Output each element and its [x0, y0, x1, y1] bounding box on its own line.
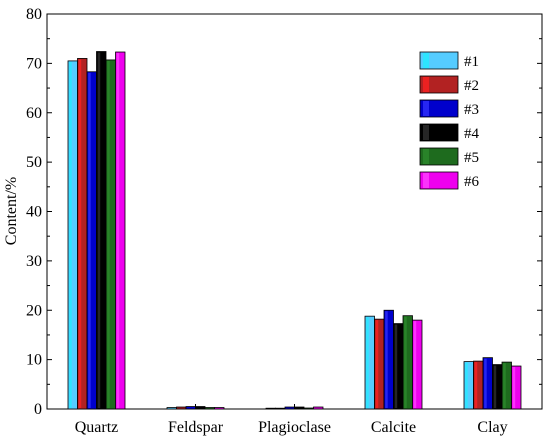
bar-highlight	[484, 358, 487, 408]
legend-swatch	[419, 171, 459, 190]
bar-s3-plagioclase	[284, 406, 295, 410]
bar-highlight	[116, 53, 120, 409]
legend: #1 #2 #3 #4 #5 #6	[419, 51, 480, 190]
legend-swatch-highlight	[423, 101, 429, 116]
x-category-label: Clay	[477, 419, 507, 436]
legend-swatch	[419, 123, 459, 142]
bar-s6-clay	[511, 365, 522, 410]
legend-label: #2	[464, 78, 479, 94]
legend-swatch-highlight	[423, 53, 429, 68]
legend-swatch-highlight	[423, 125, 429, 140]
legend-swatch	[419, 75, 459, 94]
bar-highlight	[366, 317, 369, 408]
y-tick-label: 40	[26, 204, 42, 221]
bar-s6-calcite	[412, 319, 423, 410]
bar-s2-feldspar	[176, 406, 187, 410]
y-tick-label: 50	[26, 154, 42, 171]
bar-highlight	[465, 362, 468, 408]
bar-highlight	[78, 59, 82, 408]
bar-s6-feldspar	[214, 407, 225, 410]
bar-s5-feldspar	[204, 407, 215, 410]
y-tick-label: 80	[26, 6, 42, 23]
y-tick-label: 10	[26, 352, 42, 369]
bar-highlight	[493, 365, 497, 408]
bar-s4-plagioclase	[294, 406, 305, 410]
bar-s1-feldspar	[166, 407, 177, 410]
y-tick-label: 60	[26, 105, 42, 122]
bars-group	[67, 51, 522, 410]
bar-highlight	[107, 60, 110, 408]
x-category-label: Feldspar	[168, 419, 224, 436]
bar-s6-plagioclase	[313, 406, 324, 410]
legend-label: #6	[464, 174, 480, 190]
bar-s3-feldspar	[185, 406, 196, 410]
bar-highlight	[69, 61, 72, 408]
x-category-label: Quartz	[75, 419, 119, 436]
legend-swatch	[419, 147, 459, 166]
legend-swatch-highlight	[423, 149, 429, 164]
bar-s1-plagioclase	[265, 407, 276, 410]
bar-s5-plagioclase	[303, 407, 314, 410]
bar-highlight	[394, 324, 398, 408]
legend-label: #5	[464, 150, 479, 166]
bar-highlight	[404, 316, 407, 408]
x-category-label: Calcite	[371, 419, 416, 436]
bar-highlight	[503, 363, 506, 408]
bar-highlight	[88, 72, 91, 409]
bar-highlight	[413, 321, 417, 408]
legend-label: #3	[464, 102, 479, 118]
legend-swatch	[419, 99, 459, 118]
legend-label: #4	[464, 126, 480, 142]
bar-s4-feldspar	[195, 406, 206, 410]
y-axis: 0 10 20 30 40 50 60 70 80	[26, 6, 542, 418]
y-tick-label: 20	[26, 302, 42, 319]
bar-highlight	[97, 52, 101, 409]
x-category-label: Plagioclase	[258, 419, 331, 436]
legend-swatch-highlight	[423, 77, 429, 92]
bar-s2-plagioclase	[275, 407, 286, 410]
y-axis-title: Content/%	[3, 177, 20, 245]
y-tick-label: 0	[34, 401, 42, 418]
x-axis: Quartz Feldspar Plagioclase Calcite Clay	[75, 404, 508, 436]
bar-highlight	[512, 367, 516, 408]
bar-highlight	[385, 311, 388, 408]
legend-swatch-highlight	[423, 173, 429, 188]
y-tick-label: 30	[26, 253, 42, 270]
legend-label: #1	[464, 54, 479, 70]
bar-highlight	[375, 320, 379, 408]
bar-highlight	[474, 362, 478, 408]
bar-s6-quartz	[115, 51, 126, 410]
y-tick-label: 70	[26, 55, 42, 72]
legend-swatch	[419, 51, 459, 70]
